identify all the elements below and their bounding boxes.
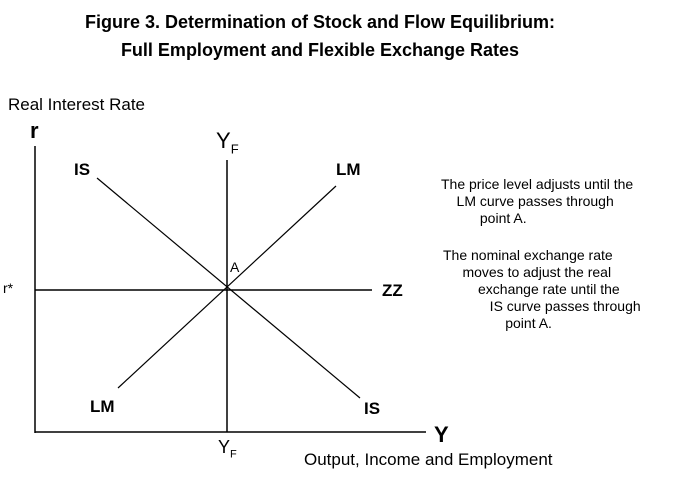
equilibrium-point-label: A — [230, 259, 240, 275]
figure-title-line1: Figure 3. Determination of Stock and Flo… — [84, 12, 556, 32]
price-level-note: The price level adjusts until the LM cur… — [441, 176, 634, 226]
exchange-rate-note: The nominal exchange rate moves to adjus… — [443, 247, 641, 331]
x-axis-symbol: Y — [434, 422, 449, 447]
yf-top-label: YF — [216, 128, 239, 157]
lm-curve-line — [117, 185, 337, 389]
lm-curve-label-bottom: LM — [90, 397, 115, 416]
yf-bottom-label: YF — [218, 437, 237, 461]
is-curve-label-top: IS — [74, 160, 91, 179]
lm-curve-label-top: LM — [336, 160, 361, 179]
r-star-label: r* — [3, 280, 14, 296]
y-axis-title: Real Interest Rate — [8, 95, 146, 114]
zz-curve-label: ZZ — [382, 281, 403, 300]
is-curve-label-bottom: IS — [364, 399, 381, 418]
y-axis-symbol: r — [30, 118, 39, 143]
is-curve-line — [96, 177, 361, 399]
x-axis-title: Output, Income and Employment — [304, 450, 553, 469]
figure-title-line2: Full Employment and Flexible Exchange Ra… — [120, 40, 520, 60]
